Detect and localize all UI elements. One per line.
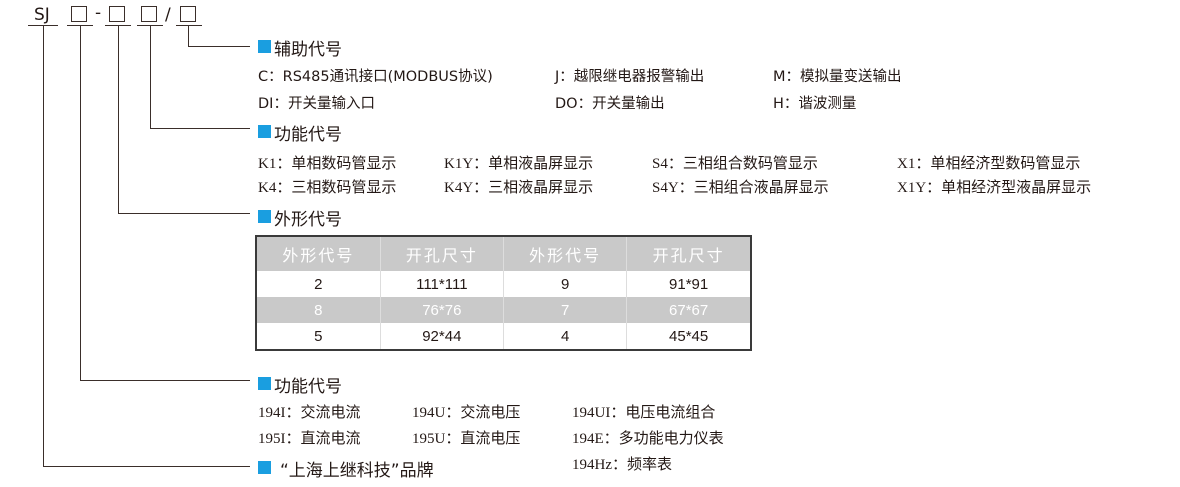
func1-item: K1：单相数码管显示 <box>258 156 397 172</box>
func1-item: X1Y：单相经济型液晶屏显示 <box>897 180 1092 196</box>
connector-line <box>43 466 250 467</box>
func1-title: 功能代号 <box>274 125 342 145</box>
connector-line <box>118 25 119 213</box>
table-row: 5 92*44 4 45*45 <box>256 323 752 350</box>
table-cell: 91*91 <box>626 271 752 297</box>
connector-line <box>188 25 189 46</box>
table-cell: 9 <box>503 271 628 297</box>
table-cell: 76*76 <box>380 297 504 323</box>
table-cell: 2 <box>256 271 381 297</box>
connector-line <box>150 25 151 128</box>
connector-line <box>80 25 81 380</box>
table-cell: 67*67 <box>626 297 752 323</box>
aux-item: DI：开关量输入口 <box>258 96 375 112</box>
table-header: 外形代号 <box>256 236 381 271</box>
func1-item: S4：三相组合数码管显示 <box>652 156 818 172</box>
func1-item: S4Y：三相组合液晶屏显示 <box>652 180 829 196</box>
code-box-shape <box>109 6 125 22</box>
table-cell: 5 <box>256 323 381 350</box>
connector-line <box>43 25 44 466</box>
table-header: 开孔尺寸 <box>380 236 504 271</box>
func2-item: 195I：直流电流 <box>258 431 361 447</box>
code-dash: - <box>95 3 102 23</box>
func1-item: X1：单相经济型数码管显示 <box>897 156 1081 172</box>
table-row: 8 76*76 7 67*67 <box>256 297 752 323</box>
func2-item: 194E：多功能电力仪表 <box>572 431 724 447</box>
func2-item: 194Hz：频率表 <box>572 457 672 473</box>
aux-item: DO：开关量输出 <box>555 96 665 112</box>
underline-divider <box>176 25 202 26</box>
bullet-square-icon <box>258 125 271 138</box>
connector-line <box>118 213 250 214</box>
table-row: 2 111*111 9 91*91 <box>256 271 752 297</box>
func2-item: 194UI：电压电流组合 <box>572 405 716 421</box>
code-slash: / <box>165 5 171 25</box>
aux-title: 辅助代号 <box>274 40 342 60</box>
bullet-square-icon <box>258 461 271 474</box>
func2-item: 194I：交流电流 <box>258 405 361 421</box>
table-cell: 111*111 <box>380 271 504 297</box>
func2-title: 功能代号 <box>274 377 342 397</box>
func1-item: K1Y：单相液晶屏显示 <box>444 156 594 172</box>
table-cell: 7 <box>503 297 628 323</box>
code-box-function <box>71 6 87 22</box>
table-cell: 45*45 <box>626 323 752 350</box>
shape-table: 外形代号 开孔尺寸 外形代号 开孔尺寸 2 111*111 9 91*91 8 … <box>255 235 752 351</box>
func2-item: 195U：直流电压 <box>412 431 521 447</box>
shape-title: 外形代号 <box>274 210 342 230</box>
table-cell: 8 <box>256 297 381 323</box>
connector-line <box>80 380 250 381</box>
aux-item: J：越限继电器报警输出 <box>555 69 705 85</box>
connector-line <box>188 46 250 47</box>
table-header: 外形代号 <box>503 236 628 271</box>
bullet-square-icon <box>258 40 271 53</box>
connector-line <box>150 128 250 129</box>
table-cell: 92*44 <box>380 323 504 350</box>
aux-item: H：谐波测量 <box>773 96 857 112</box>
code-box-aux <box>180 6 196 22</box>
brand-title: “上海上继科技”品牌 <box>280 461 434 481</box>
func1-item: K4：三相数码管显示 <box>258 180 397 196</box>
aux-item: C：RS485通讯接口(MODBUS协议) <box>258 69 493 85</box>
bullet-square-icon <box>258 377 271 390</box>
bullet-square-icon <box>258 210 271 223</box>
table-cell: 4 <box>503 323 628 350</box>
code-box-function2 <box>141 6 157 22</box>
code-prefix: SJ <box>34 5 50 25</box>
aux-item: M：模拟量变送输出 <box>773 69 902 85</box>
table-header: 开孔尺寸 <box>626 236 752 271</box>
table-header-row: 外形代号 开孔尺寸 外形代号 开孔尺寸 <box>256 236 752 271</box>
func2-item: 194U：交流电压 <box>412 405 521 421</box>
func1-item: K4Y：三相液晶屏显示 <box>444 180 594 196</box>
